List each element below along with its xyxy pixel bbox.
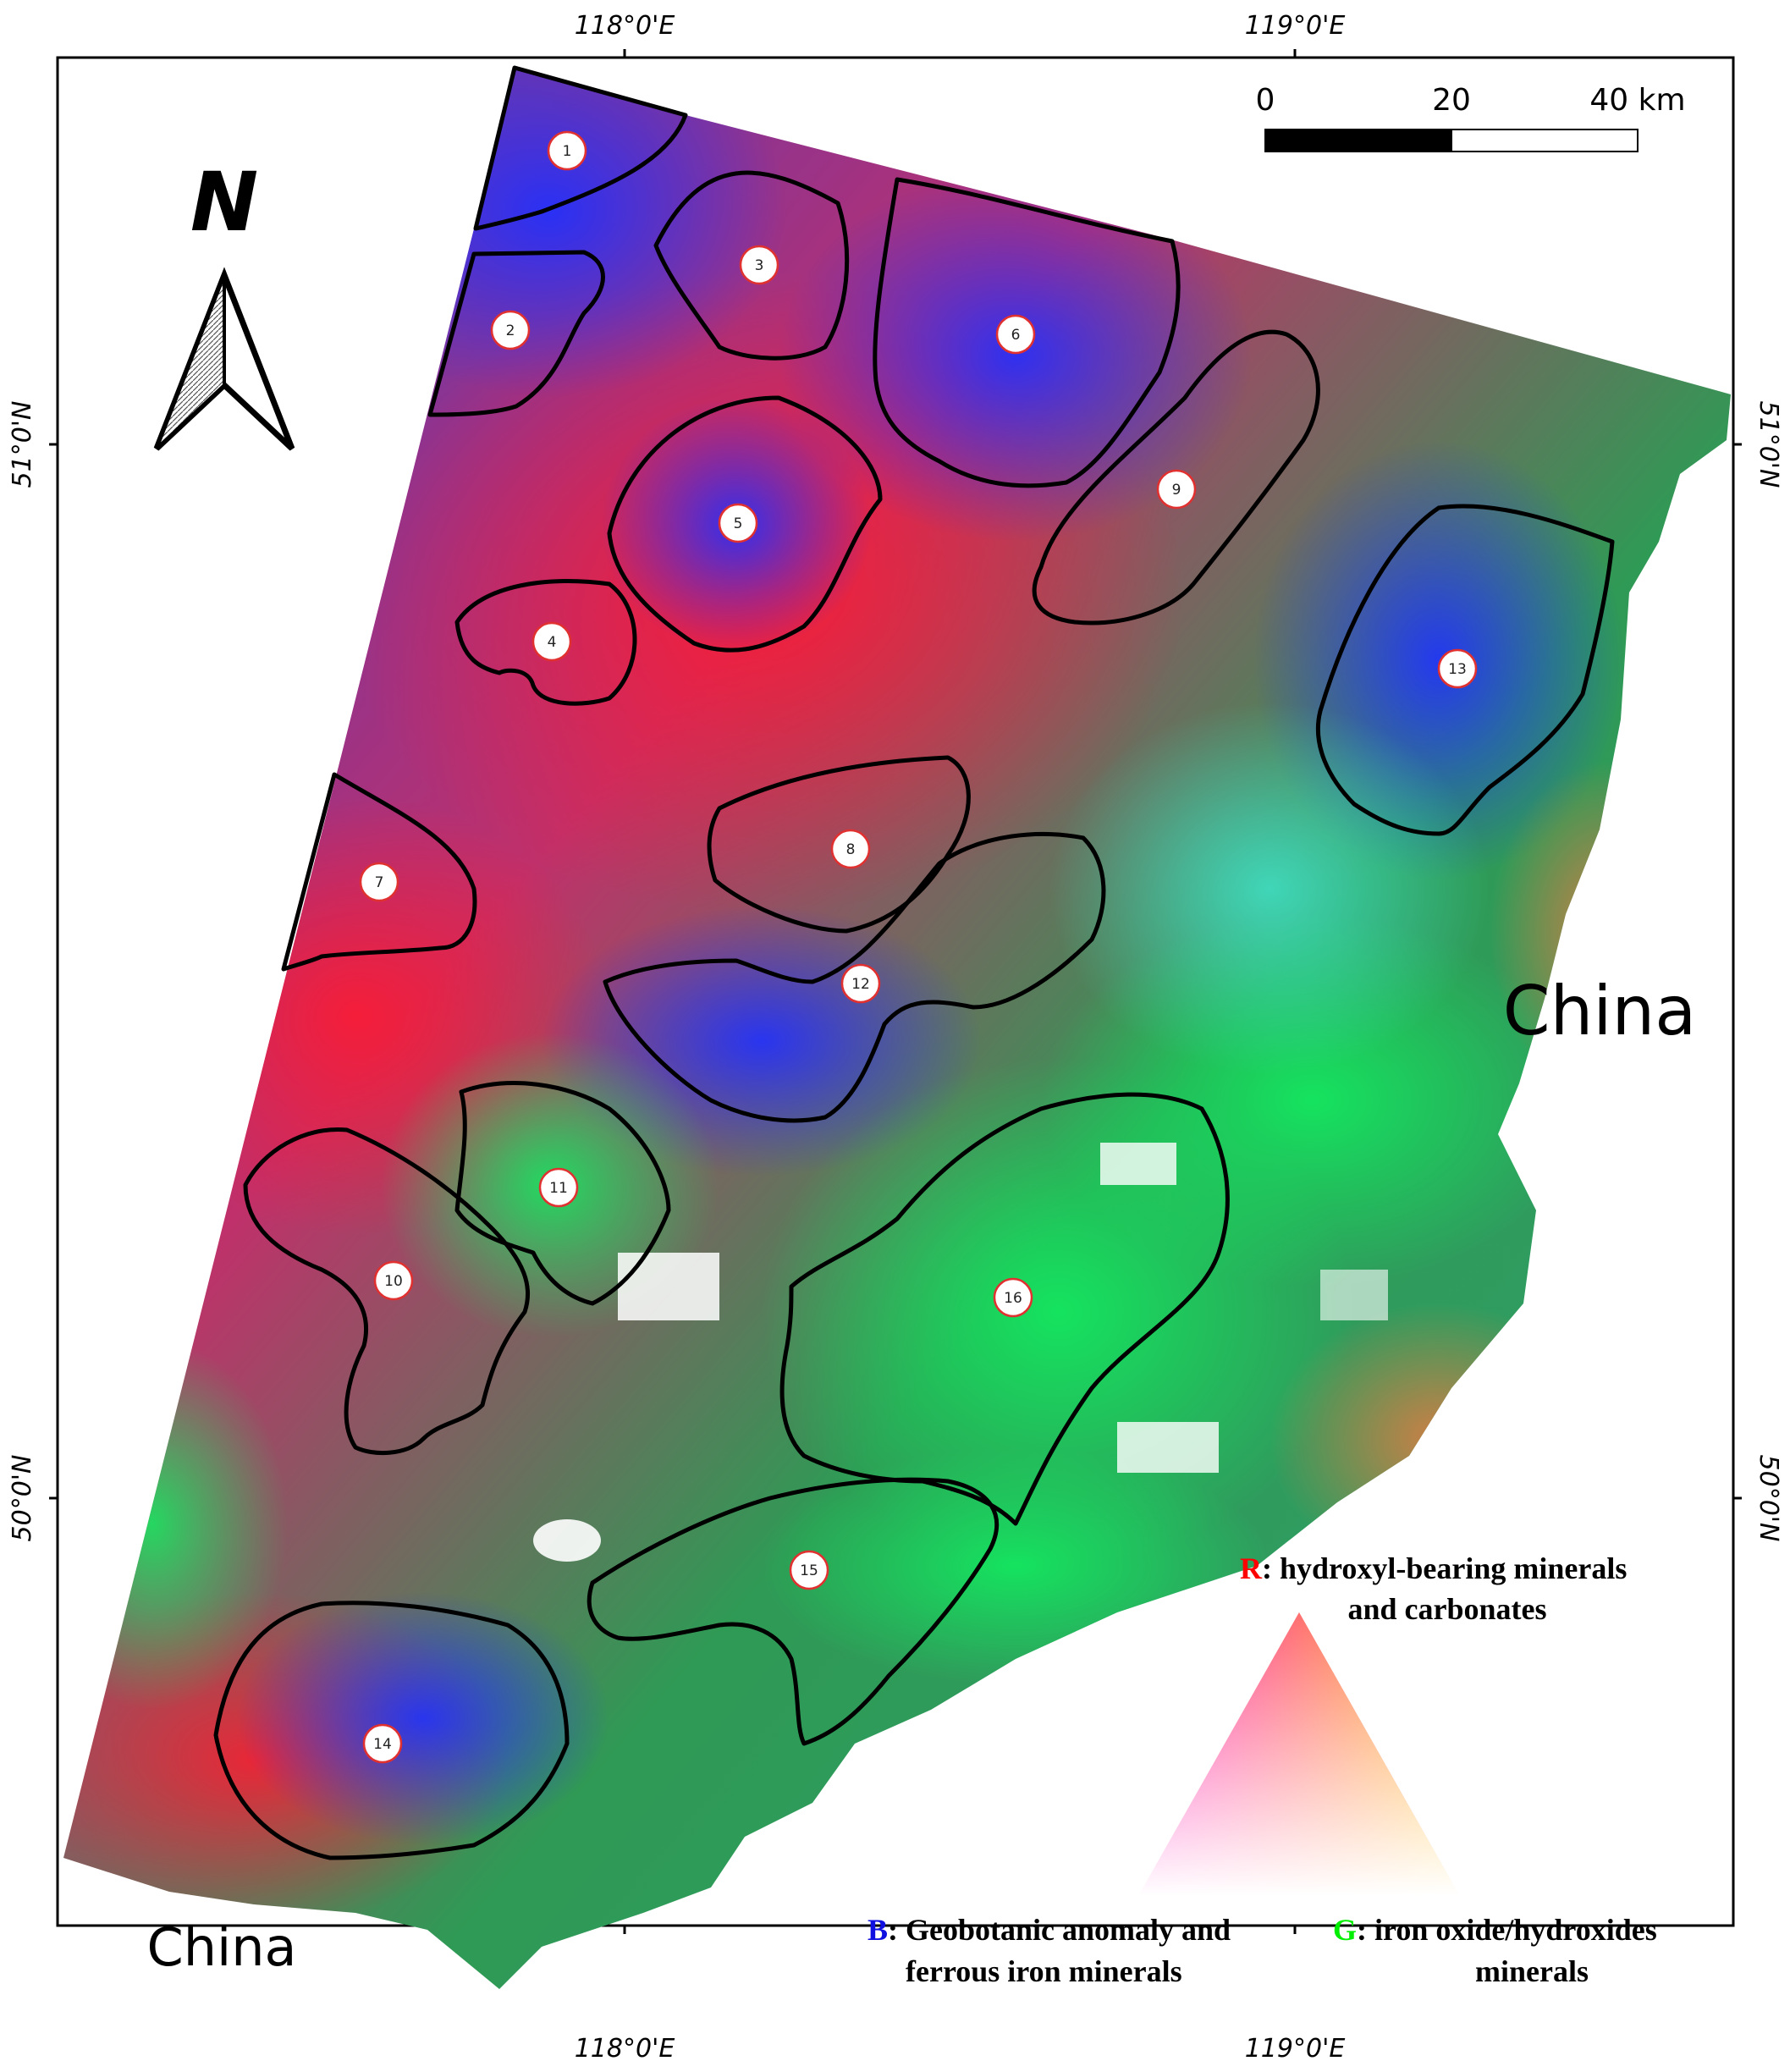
legend-green: G: iron oxide/hydroxides xyxy=(1333,1913,1657,1947)
zone-number-6: 6 xyxy=(1011,327,1021,344)
zone-number-16: 16 xyxy=(1004,1290,1022,1307)
legend-blue: B: Geobotanic anomaly and xyxy=(867,1913,1231,1947)
zone-marker-14: 14 xyxy=(362,1723,403,1764)
scale-tick-40: 40 km xyxy=(1589,83,1685,118)
zone-marker-1: 1 xyxy=(547,130,587,171)
zone-8-outline xyxy=(707,755,971,934)
rgb-legend: R: hydroxyl-bearing minerals and carbona… xyxy=(867,1551,1657,1988)
legend-red-line1: : hydroxyl-bearing minerals xyxy=(1262,1551,1627,1585)
zone-number-7: 7 xyxy=(375,874,384,891)
zone-marker-circle xyxy=(718,503,758,543)
north-arrow: N xyxy=(153,155,295,451)
zone-15-outline xyxy=(587,1477,1000,1746)
zone-number-5: 5 xyxy=(734,515,743,532)
zone-marker-6: 6 xyxy=(995,314,1036,355)
legend-green-line1: : iron oxide/hydroxides xyxy=(1357,1913,1657,1947)
zone-marker-circle xyxy=(531,621,572,662)
zone-13-outline xyxy=(1315,504,1615,836)
zone-number-9: 9 xyxy=(1172,482,1181,499)
zone-marker-circle xyxy=(830,829,871,869)
legend-blue-line2: ferrous iron minerals xyxy=(906,1954,1182,1988)
legend-red-key: R xyxy=(1240,1551,1263,1585)
zone-marker-circle xyxy=(789,1550,829,1590)
graticule-ticks xyxy=(49,49,1742,1934)
graticule-labels: 118°0'E 119°0'E 118°0'E 119°0'E 51°0'N 5… xyxy=(8,11,1783,2064)
zone-10-outline xyxy=(243,1127,531,1456)
legend-green-line2: minerals xyxy=(1475,1954,1589,1988)
zone-marker-12: 12 xyxy=(840,963,881,1004)
top-lon-118: 118°0'E xyxy=(575,11,675,41)
zone-marker-9: 9 xyxy=(1156,469,1197,510)
zone-2-outline xyxy=(427,250,605,417)
bottom-lon-118: 118°0'E xyxy=(575,2034,675,2064)
zone-marker-circle xyxy=(993,1277,1033,1318)
zone-marker-15: 15 xyxy=(789,1550,829,1590)
zone-number-12: 12 xyxy=(851,976,870,993)
zone-number-3: 3 xyxy=(755,257,764,274)
zone-marker-7: 7 xyxy=(359,862,399,902)
zone-marker-circle xyxy=(538,1167,579,1208)
top-lon-119: 119°0'E xyxy=(1245,11,1346,41)
zone-marker-circle xyxy=(739,245,779,285)
zone-marker-circle xyxy=(359,862,399,902)
zone-number-10: 10 xyxy=(384,1273,403,1290)
zone-marker-circle xyxy=(840,963,881,1004)
zone-marker-circle xyxy=(995,314,1036,355)
bottom-lon-119: 119°0'E xyxy=(1245,2034,1346,2064)
zone-marker-circle xyxy=(547,130,587,171)
zone-11-outline xyxy=(454,1081,671,1306)
zone-marker-4: 4 xyxy=(531,621,572,662)
zone-5-outline xyxy=(607,395,883,653)
right-lat-50: 50°0'N xyxy=(1754,1455,1783,1542)
zone-9-outline xyxy=(1032,329,1320,625)
mineral-zones xyxy=(213,65,1615,1860)
zone-3-outline xyxy=(653,170,850,361)
legend-red: R: hydroxyl-bearing minerals xyxy=(1240,1551,1627,1585)
north-label: N xyxy=(190,155,258,250)
scale-tick-0: 0 xyxy=(1256,83,1275,118)
country-label-southwest: China xyxy=(146,1916,296,1978)
legend-blue-line1: : Geobotanic anomaly and xyxy=(888,1913,1231,1947)
zone-number-11: 11 xyxy=(549,1180,568,1197)
zone-marker-11: 11 xyxy=(538,1167,579,1208)
legend-red-line2: and carbonates xyxy=(1347,1592,1546,1626)
zone-marker-circle xyxy=(490,310,531,350)
zone-number-8: 8 xyxy=(846,841,856,858)
zone-16-outline xyxy=(779,1092,1230,1526)
zone-marker-10: 10 xyxy=(373,1260,414,1301)
zone-marker-3: 3 xyxy=(739,245,779,285)
legend-green-key: G xyxy=(1333,1913,1357,1947)
zone-marker-5: 5 xyxy=(718,503,758,543)
zone-marker-13: 13 xyxy=(1437,648,1478,689)
zone-number-4: 4 xyxy=(548,634,557,651)
scale-tick-20: 20 xyxy=(1432,83,1471,118)
zone-7-outline xyxy=(281,772,477,972)
zone-6-outline xyxy=(873,177,1181,488)
zone-12-outline xyxy=(603,831,1106,1123)
zone-marker-circle xyxy=(1437,648,1478,689)
zone-number-2: 2 xyxy=(506,322,515,339)
zone-marker-2: 2 xyxy=(490,310,531,350)
rgb-triangle xyxy=(1138,1612,1460,1896)
zone-number-15: 15 xyxy=(800,1562,818,1579)
zone-marker-8: 8 xyxy=(830,829,871,869)
scale-bar: 0 20 40 km xyxy=(1256,83,1686,152)
zone-14-outline xyxy=(213,1601,570,1860)
zone-marker-circle xyxy=(373,1260,414,1301)
zone-number-1: 1 xyxy=(563,143,572,160)
left-lat-51: 51°0'N xyxy=(8,401,37,488)
left-lat-50: 50°0'N xyxy=(8,1455,37,1542)
zone-4-outline xyxy=(454,579,637,706)
country-label-east: China xyxy=(1503,972,1697,1050)
zone-1-outline xyxy=(473,65,688,231)
zone-marker-16: 16 xyxy=(993,1277,1033,1318)
zone-number-14: 14 xyxy=(373,1736,392,1753)
zone-marker-circle xyxy=(362,1723,403,1764)
zone-marker-circle xyxy=(1156,469,1197,510)
zone-number-13: 13 xyxy=(1448,661,1467,678)
legend-blue-key: B xyxy=(867,1913,888,1947)
right-lat-51: 51°0'N xyxy=(1754,401,1783,488)
